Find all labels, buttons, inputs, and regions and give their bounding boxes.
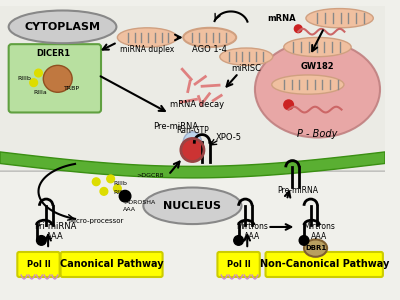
Ellipse shape bbox=[272, 75, 344, 94]
Text: Pre-miRNA: Pre-miRNA bbox=[278, 186, 319, 195]
Text: Pre-miRNA: Pre-miRNA bbox=[154, 122, 199, 131]
Circle shape bbox=[114, 184, 121, 192]
Circle shape bbox=[294, 25, 302, 33]
Text: AAA: AAA bbox=[123, 207, 136, 212]
Text: GW182: GW182 bbox=[301, 62, 334, 71]
Text: Mirtrons: Mirtrons bbox=[304, 223, 335, 232]
Circle shape bbox=[30, 79, 38, 86]
Circle shape bbox=[107, 175, 114, 183]
Text: AAA: AAA bbox=[311, 232, 328, 241]
Text: Pol II: Pol II bbox=[227, 260, 250, 269]
Polygon shape bbox=[0, 152, 385, 178]
Ellipse shape bbox=[9, 11, 116, 43]
Circle shape bbox=[35, 69, 42, 77]
Text: miRNA duplex: miRNA duplex bbox=[120, 45, 174, 54]
Text: DICER1: DICER1 bbox=[36, 49, 70, 58]
Circle shape bbox=[234, 236, 244, 245]
Text: miRISC: miRISC bbox=[231, 64, 261, 73]
FancyBboxPatch shape bbox=[0, 4, 387, 171]
Ellipse shape bbox=[304, 239, 327, 257]
FancyBboxPatch shape bbox=[61, 252, 162, 277]
Circle shape bbox=[100, 188, 108, 195]
Circle shape bbox=[92, 178, 100, 186]
FancyBboxPatch shape bbox=[9, 44, 101, 112]
Text: Pol II: Pol II bbox=[27, 260, 50, 269]
Text: RIIIa: RIIIa bbox=[34, 90, 48, 95]
FancyBboxPatch shape bbox=[218, 252, 260, 277]
Text: AAA: AAA bbox=[46, 232, 64, 241]
Text: >DROSHA: >DROSHA bbox=[123, 200, 155, 206]
Text: Non-Canonical Pathway: Non-Canonical Pathway bbox=[260, 260, 389, 269]
Text: mRNA decay: mRNA decay bbox=[170, 100, 224, 109]
Text: mRNA: mRNA bbox=[268, 14, 296, 23]
Circle shape bbox=[181, 139, 204, 161]
Text: TRBP: TRBP bbox=[64, 86, 80, 91]
Ellipse shape bbox=[117, 28, 177, 47]
Text: AAA: AAA bbox=[244, 232, 260, 241]
Text: Ran-GTP: Ran-GTP bbox=[176, 126, 209, 135]
Text: P - Body: P - Body bbox=[297, 129, 338, 139]
Ellipse shape bbox=[306, 9, 373, 28]
Circle shape bbox=[284, 100, 294, 110]
Ellipse shape bbox=[255, 41, 380, 137]
Text: XPO-5: XPO-5 bbox=[216, 133, 242, 142]
Ellipse shape bbox=[183, 132, 202, 157]
Text: RIIIb: RIIIb bbox=[114, 181, 127, 186]
Ellipse shape bbox=[220, 48, 273, 65]
Text: Pri-miRNA: Pri-miRNA bbox=[34, 223, 76, 232]
Text: RIIIa: RIIIa bbox=[114, 190, 127, 195]
Text: Canonical Pathway: Canonical Pathway bbox=[60, 260, 164, 269]
FancyBboxPatch shape bbox=[17, 252, 60, 277]
Text: AGO 1-4: AGO 1-4 bbox=[192, 45, 227, 54]
Ellipse shape bbox=[143, 188, 242, 224]
Circle shape bbox=[299, 236, 309, 245]
FancyBboxPatch shape bbox=[266, 252, 383, 277]
Ellipse shape bbox=[183, 28, 236, 47]
Ellipse shape bbox=[43, 65, 72, 92]
Text: Mirtrons: Mirtrons bbox=[236, 223, 268, 232]
Text: DBR1: DBR1 bbox=[305, 245, 326, 251]
Text: CYTOPLASM: CYTOPLASM bbox=[24, 22, 100, 32]
Ellipse shape bbox=[284, 38, 351, 57]
Text: NUCLEUS: NUCLEUS bbox=[164, 201, 222, 211]
Text: RIIIb: RIIIb bbox=[17, 76, 31, 81]
Text: >DGCR8: >DGCR8 bbox=[137, 172, 164, 178]
Text: Micro-processor: Micro-processor bbox=[68, 218, 124, 224]
Circle shape bbox=[36, 236, 46, 245]
Circle shape bbox=[119, 190, 131, 202]
